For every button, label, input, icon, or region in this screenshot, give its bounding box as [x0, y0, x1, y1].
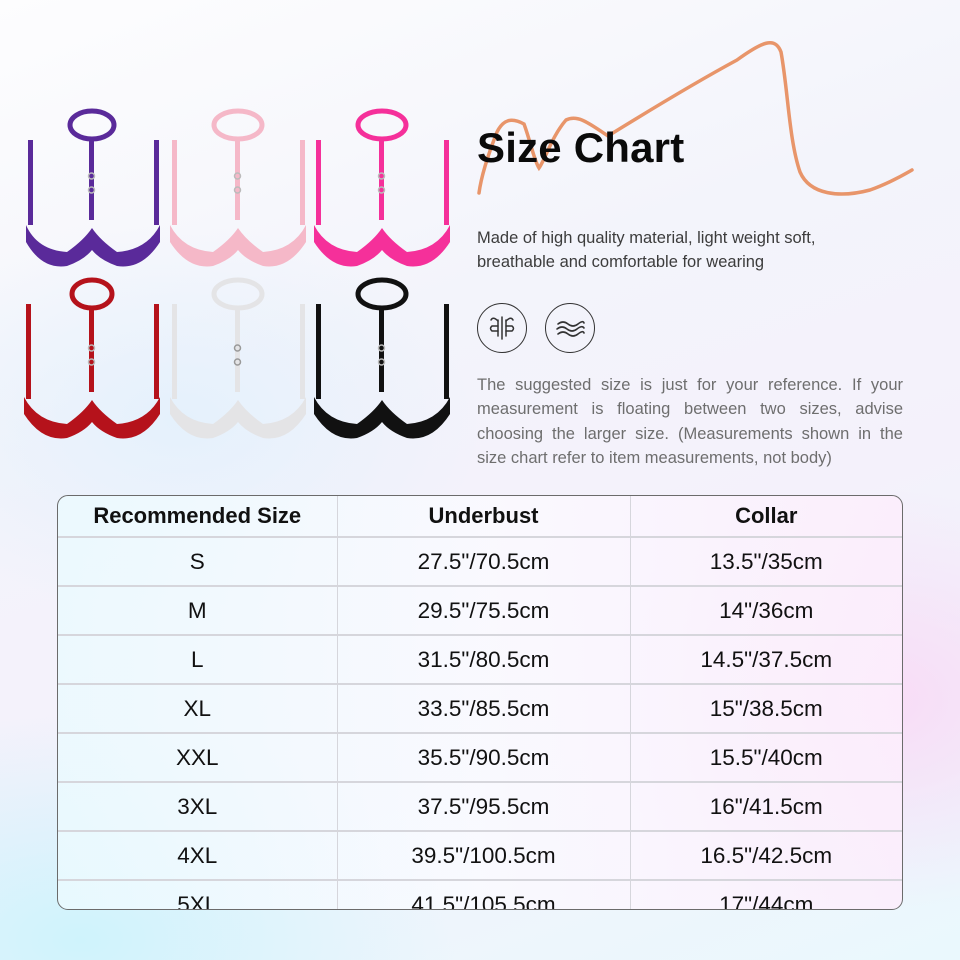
stretch-fabric-icon	[477, 303, 527, 353]
underbust-cell: 37.5"/95.5cm	[336, 782, 630, 832]
bra-icon	[24, 277, 160, 439]
underbust-cell: 41.5"/105.5cm	[336, 880, 630, 909]
bra-icon	[170, 108, 306, 267]
underbust-cell: 29.5"/75.5cm	[336, 586, 630, 636]
collar-cell: 16"/41.5cm	[629, 782, 902, 832]
product-image-red	[22, 272, 162, 444]
size-advice-note: The suggested size is just for your refe…	[477, 376, 903, 467]
table-row: 4XL 39.5"/100.5cm 16.5"/42.5cm	[58, 831, 902, 881]
collar-cell: 14.5"/37.5cm	[629, 635, 902, 685]
collar-cell: 17"/44cm	[629, 880, 902, 909]
feature-icons	[477, 303, 595, 353]
size-cell: M	[58, 586, 337, 636]
table-row: M 29.5"/75.5cm 14"/36cm	[58, 586, 902, 636]
table-row: S 27.5"/70.5cm 13.5"/35cm	[58, 537, 902, 587]
underbust-cell: 33.5"/85.5cm	[336, 684, 630, 734]
bra-icon	[170, 277, 306, 439]
table-row: L 31.5"/80.5cm 14.5"/37.5cm	[58, 635, 902, 685]
table-row: 5XL 41.5"/105.5cm 17"/44cm	[58, 880, 902, 910]
product-description: Made of high quality material, light wei…	[477, 229, 816, 271]
table-row: XL 33.5"/85.5cm 15"/38.5cm	[58, 684, 902, 734]
product-image-white	[168, 272, 308, 444]
collar-cell: 15.5"/40cm	[629, 733, 902, 783]
product-image-purple	[22, 100, 162, 272]
underbust-cell: 35.5"/90.5cm	[336, 733, 630, 783]
underbust-cell: 27.5"/70.5cm	[336, 537, 630, 587]
table-row: XXL 35.5"/90.5cm 15.5"/40cm	[58, 733, 902, 783]
product-image-light-pink	[168, 100, 308, 272]
bra-icon	[314, 277, 450, 439]
collar-cell: 14"/36cm	[629, 586, 902, 636]
collar-cell: 16.5"/42.5cm	[629, 831, 902, 881]
collar-cell: 15"/38.5cm	[629, 684, 902, 734]
page-title: Size Chart	[477, 124, 685, 171]
product-gallery	[22, 100, 458, 450]
size-cell: XL	[58, 684, 337, 734]
size-cell: XXL	[58, 733, 337, 783]
bra-icon	[26, 108, 160, 267]
size-cell: S	[58, 537, 337, 587]
size-cell: 3XL	[58, 782, 337, 832]
product-image-hot-pink	[312, 100, 452, 272]
size-cell: 5XL	[177, 891, 218, 910]
underbust-cell: 39.5"/100.5cm	[336, 831, 630, 881]
soft-wave-icon	[545, 303, 595, 353]
header-recommended-size: Recommended Size	[58, 496, 337, 538]
collar-cell: 13.5"/35cm	[629, 537, 902, 587]
underbust-cell: 31.5"/80.5cm	[336, 635, 630, 685]
product-image-black	[312, 272, 452, 444]
header-underbust: Underbust	[336, 496, 630, 538]
header-collar: Collar	[629, 496, 902, 538]
size-cell: L	[58, 635, 337, 685]
table-header-row: Recommended Size Underbust Collar	[58, 496, 902, 538]
table-row: 3XL 37.5"/95.5cm 16"/41.5cm	[58, 782, 902, 832]
bra-icon	[314, 108, 450, 267]
size-table: Recommended Size Underbust Collar S 27.5…	[57, 495, 903, 910]
size-cell: 4XL	[58, 831, 337, 881]
